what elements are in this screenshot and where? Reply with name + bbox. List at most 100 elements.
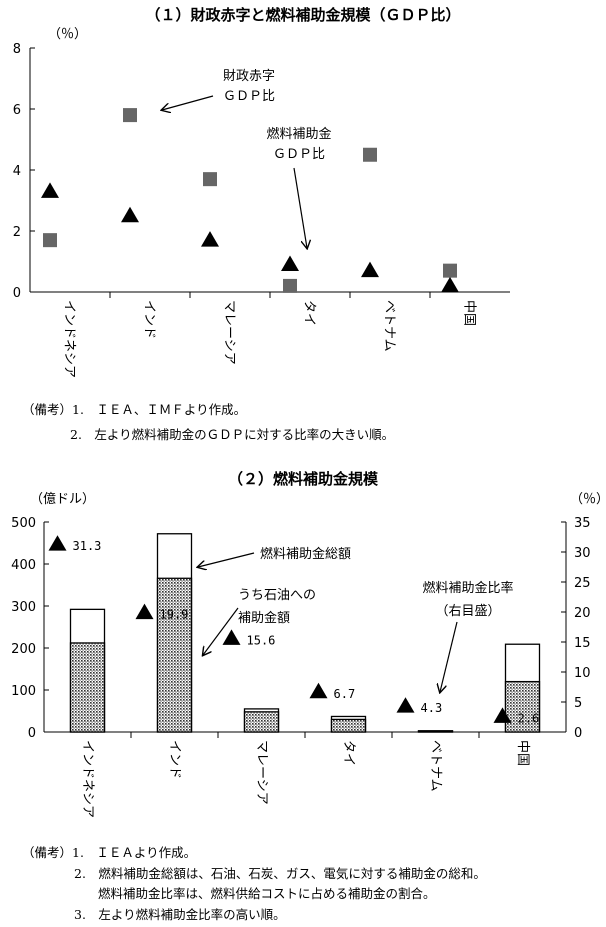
chart1-deficit-point	[363, 147, 377, 162]
chart2-annotation-oil-arrow	[203, 607, 239, 655]
chart2-category-label: 中国	[515, 740, 530, 766]
chart2-ratio-point	[222, 629, 241, 645]
chart2-y2label: （％）	[570, 492, 606, 507]
chart1-categories: インドネシア インド マレーシア タイ ベトナム 中国	[62, 300, 477, 378]
chart1-category-label: インドネシア	[62, 300, 77, 378]
chart2-x-ticks	[130, 732, 480, 738]
chart2-ratio-label: 4.3	[421, 701, 443, 715]
chart2-bar-oil	[504, 680, 541, 733]
chart1-annotation-deficit-arrow	[162, 95, 214, 110]
chart1-ylabel: （％）	[48, 27, 87, 42]
chart2-category-label: マレーシア	[254, 740, 269, 805]
chart1-series-subsidy	[41, 182, 459, 293]
chart2-ratio-label: 31.3	[73, 539, 102, 553]
chart1-note-2: 2. 左より燃料補助金のＧＤＰに対する比率の大きい順。	[70, 427, 394, 442]
chart2-y-ticks-right: 0 5 10 15 20 25 30 35	[561, 516, 591, 741]
chart2-title: （２）燃料補助金規模	[228, 470, 379, 488]
chart2-y-tick-label: 400	[11, 558, 36, 573]
chart2-category-label: インドネシア	[80, 740, 95, 818]
chart1-title: （１）財政赤字と燃料補助金規模（ＧＤＰ比）	[145, 6, 460, 24]
chart1-category-label: タイ	[302, 300, 317, 326]
chart2-ylabel: （億ドル）	[30, 491, 95, 507]
chart2: （２）燃料補助金規模 （億ドル） （％） 0 100 200 300 400 500 0 5…	[11, 470, 606, 922]
chart1-y-tick-label: 0	[13, 286, 21, 301]
chart2-note-4: 3. 左より燃料補助金比率の高い順。	[74, 907, 286, 922]
chart2-note-3: 燃料補助金比率は、燃料供給コストに占める補助金の割合。	[98, 886, 436, 901]
chart1-y-tick-label: 4	[13, 164, 21, 179]
chart2-annotation-ratio-arrow	[440, 621, 458, 692]
chart1-y-tick-label: 2	[13, 225, 21, 240]
chart2-annotation-oil-line2: 補助金額	[238, 610, 290, 626]
chart1-subsidy-point	[201, 231, 219, 247]
chart1-annotation-deficit-line2: ＧＤＰ比	[223, 89, 275, 104]
chart1-y-tick-label: 6	[13, 103, 21, 118]
chart1-category-label: ベトナム	[382, 300, 397, 352]
chart2-y-ticks-left: 0 100 200 300 400 500	[11, 516, 49, 741]
chart2-annotation-ratio-line2: （右目盛）	[435, 604, 500, 619]
chart2-bar-oil	[417, 730, 454, 733]
chart1-subsidy-point	[41, 182, 59, 198]
chart2-y2-tick-label: 25	[574, 576, 591, 591]
chart2-ratio-label: 2.6	[518, 711, 540, 725]
chart1-subsidy-point	[121, 206, 139, 223]
chart2-y-tick-label: 200	[11, 642, 36, 657]
chart2-y2-tick-label: 15	[574, 636, 591, 651]
chart1-annotation-subsidy-line1: 燃料補助金	[266, 126, 331, 142]
chart1-y-tick-label: 8	[13, 42, 21, 57]
chart1-deficit-point	[203, 172, 217, 187]
chart2-y-tick-label: 0	[28, 726, 36, 741]
chart1-category-label: 中国	[462, 300, 477, 326]
chart1-subsidy-point	[281, 255, 299, 272]
chart2-annotation-oil-line1: うち石油への	[238, 588, 316, 603]
chart2-ratio-label: 19.9	[160, 608, 189, 622]
chart2-ratio-point	[493, 707, 512, 723]
chart1-annotation-subsidy-line2: ＧＤＰ比	[273, 147, 325, 162]
chart2-annotation-total-arrow	[198, 552, 255, 567]
chart2-ratio-series: 31.3 19.9 15.6 6.7 4.3 2.6	[48, 535, 540, 725]
chart2-bar-oil	[330, 718, 367, 733]
chart1-y-ticks: 0 2 4 6 8	[13, 42, 35, 301]
chart2-bar-oil	[69, 642, 106, 733]
chart2-category-label: タイ	[341, 740, 356, 766]
chart2-annotation-total: 燃料補助金総額	[260, 546, 351, 562]
chart1-subsidy-point	[361, 261, 379, 278]
chart1-deficit-point	[123, 108, 137, 123]
chart2-ratio-label: 6.7	[334, 687, 356, 701]
chart1-subsidy-point	[441, 276, 459, 293]
chart1-series-deficit	[43, 108, 457, 293]
chart2-ratio-point	[309, 682, 328, 699]
chart2-note-2: 2. 燃料補助金総額は、石油、石炭、ガス、電気に対する補助金の総和。	[74, 866, 486, 881]
chart1-note-1: （備考）1. ＩＥＡ、ＩＭＦより作成。	[22, 402, 246, 417]
chart2-bar-oil	[156, 577, 193, 733]
chart1-category-label: インド	[142, 300, 157, 339]
chart2-y2-tick-label: 0	[574, 726, 582, 741]
chart2-annotation-ratio-line1: 燃料補助金比率	[422, 580, 513, 596]
chart1-annotation-subsidy-arrow	[293, 167, 307, 248]
chart2-y2-tick-label: 20	[574, 606, 591, 621]
chart2-y-tick-label: 500	[11, 516, 36, 531]
chart2-y-tick-label: 300	[11, 600, 36, 615]
chart2-ratio-label: 15.6	[247, 633, 276, 647]
chart1-deficit-point	[43, 233, 57, 248]
chart2-y2-tick-label: 35	[574, 516, 591, 531]
chart2-category-label: インド	[167, 740, 182, 779]
chart2-y2-tick-label: 10	[574, 666, 591, 681]
chart1-deficit-point	[283, 278, 297, 293]
chart2-ratio-point	[48, 535, 67, 551]
chart2-y2-tick-label: 5	[574, 696, 582, 711]
chart2-bar-oil	[243, 711, 280, 733]
chart1-annotation-deficit-line1: 財政赤字	[223, 69, 275, 84]
chart2-y-tick-label: 100	[11, 684, 36, 699]
chart2-ratio-point	[396, 697, 415, 713]
chart2-note-1: （備考）1. ＩＥＡより作成。	[22, 845, 196, 860]
chart2-bars	[69, 533, 541, 733]
chart1-deficit-point	[443, 263, 457, 278]
chart2-category-label: ベトナム	[428, 740, 443, 792]
chart2-ratio-point	[135, 603, 154, 620]
chart2-y2-tick-label: 30	[574, 546, 591, 561]
chart2-categories: インドネシア インド マレーシア タイ ベトナム 中国	[80, 740, 530, 818]
chart1-x-ticks	[109, 292, 431, 298]
chart1-category-label: マレーシア	[222, 300, 237, 365]
